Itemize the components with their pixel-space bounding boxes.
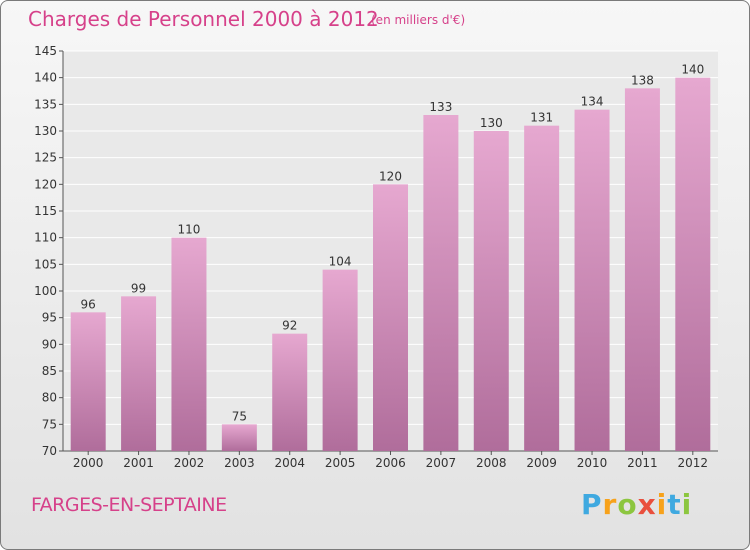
x-tick-label: 2002 [174, 456, 205, 470]
y-tick-label: 105 [34, 257, 57, 271]
y-tick-label: 130 [34, 124, 57, 138]
bar [675, 77, 711, 452]
bar [171, 237, 207, 451]
data-label: 92 [282, 319, 297, 333]
bar [524, 125, 560, 452]
y-tick-label: 115 [34, 204, 57, 218]
data-label: 140 [681, 63, 704, 77]
x-tick-label: 2008 [476, 456, 507, 470]
x-tick-label: 2001 [123, 456, 154, 470]
y-tick-label: 85 [42, 364, 57, 378]
logo-letter: t [667, 488, 682, 521]
bar [624, 88, 660, 451]
data-label: 130 [480, 116, 503, 130]
y-tick-label: 100 [34, 284, 57, 298]
logo-letter: x [637, 488, 657, 521]
logo-letter: o [617, 488, 638, 521]
x-tick-label: 2004 [274, 456, 305, 470]
bar [121, 296, 157, 451]
bar [322, 269, 358, 451]
x-tick-label: 2012 [678, 456, 709, 470]
proxiti-logo[interactable]: Proxiti [581, 488, 692, 521]
data-label: 96 [81, 297, 96, 311]
logo-letter: i [681, 488, 693, 521]
x-tick-label: 2005 [325, 456, 356, 470]
bar [574, 109, 610, 452]
x-tick-label: 2006 [375, 456, 406, 470]
y-tick-label: 95 [42, 311, 57, 325]
bar [70, 312, 106, 451]
y-tick-label: 140 [34, 71, 57, 85]
data-label: 138 [631, 73, 654, 87]
x-tick-label: 2009 [526, 456, 557, 470]
x-tick-label: 2011 [627, 456, 658, 470]
x-tick-label: 2010 [577, 456, 608, 470]
logo-letter: P [581, 488, 603, 521]
data-label: 75 [232, 409, 247, 423]
data-label: 120 [379, 169, 402, 183]
bar [221, 424, 257, 451]
y-tick-label: 120 [34, 177, 57, 191]
bar [423, 115, 459, 451]
bar [473, 131, 509, 451]
data-label: 131 [530, 111, 553, 125]
bar [373, 184, 408, 452]
chart-subtitle: (en milliers d'€) [371, 13, 466, 27]
logo-letter: r [602, 488, 618, 521]
x-tick-label: 2007 [426, 456, 457, 470]
data-label: 104 [329, 255, 352, 269]
logo-letter: i [656, 488, 668, 521]
data-label: 110 [178, 223, 201, 237]
y-tick-label: 70 [42, 444, 57, 458]
y-tick-label: 90 [42, 337, 57, 351]
commune-name: FARGES-EN-SEPTAINE [31, 494, 227, 516]
x-tick-label: 2000 [73, 456, 104, 470]
x-tick-label: 2003 [224, 456, 255, 470]
y-tick-label: 135 [34, 97, 57, 111]
y-tick-label: 145 [34, 44, 57, 58]
y-tick-label: 80 [42, 391, 57, 405]
data-label: 134 [581, 95, 604, 109]
y-tick-label: 125 [34, 151, 57, 165]
bar [272, 333, 308, 451]
data-label: 99 [131, 281, 146, 295]
y-tick-label: 75 [42, 417, 57, 431]
y-tick-label: 110 [34, 231, 57, 245]
chart-title: Charges de Personnel 2000 à 2012 [28, 7, 379, 31]
data-label: 133 [429, 100, 452, 114]
